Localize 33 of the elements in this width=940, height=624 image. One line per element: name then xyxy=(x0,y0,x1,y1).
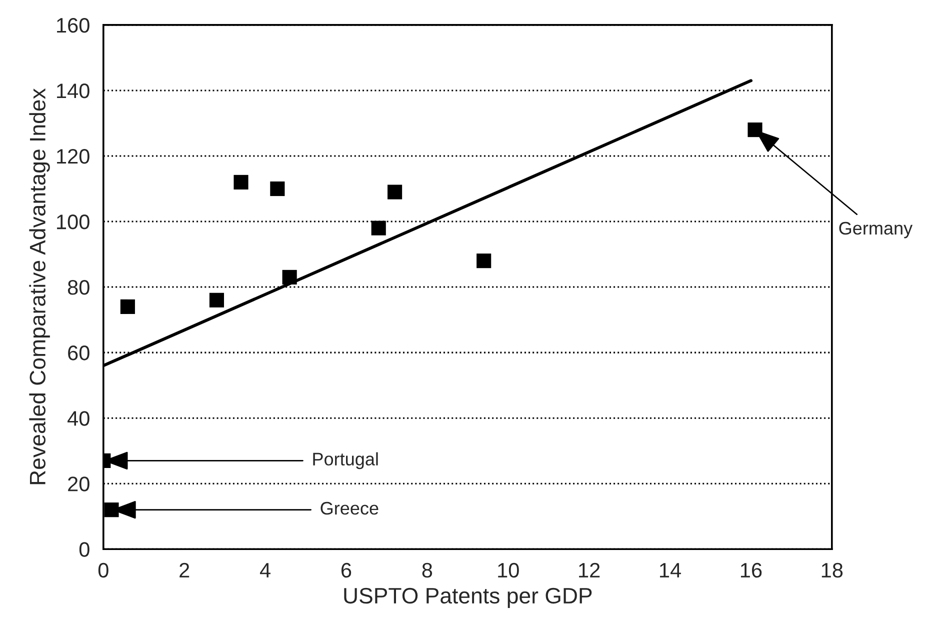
point xyxy=(476,254,492,268)
point xyxy=(371,220,386,236)
annotation: Greece xyxy=(320,502,378,515)
y-tick-label: 60 xyxy=(68,346,90,360)
x-tick-label: 8 xyxy=(422,562,432,578)
point xyxy=(270,181,285,196)
y-tick-label: 100 xyxy=(57,214,90,230)
y-tick-label: 140 xyxy=(57,83,90,98)
annotation: Germany xyxy=(839,222,913,238)
x-tick-label: 18 xyxy=(822,562,843,578)
point xyxy=(104,502,119,518)
point xyxy=(234,174,248,190)
point xyxy=(388,184,402,200)
y-tick-label: 40 xyxy=(68,411,90,426)
annotation: Portugal xyxy=(313,452,378,470)
x-tick-label: 0 xyxy=(98,562,108,578)
x-tick-label: 16 xyxy=(740,562,762,578)
y-axis-title: Revealed Comparative Advantage Index xyxy=(29,88,50,484)
y-tick-label: 160 xyxy=(57,18,90,33)
x-tick-label: 14 xyxy=(660,563,681,578)
point xyxy=(120,299,135,314)
y-tick-label: 0 xyxy=(79,542,90,557)
x-tick-label: 10 xyxy=(498,562,519,578)
x-tick-label: 2 xyxy=(180,562,190,578)
y-tick-label: 80 xyxy=(68,280,90,295)
y-tick-label: 120 xyxy=(57,149,90,164)
y-tick-label: 20 xyxy=(68,476,90,492)
x-tick-label: 12 xyxy=(579,562,600,578)
point xyxy=(282,270,297,284)
x-tick-label: 6 xyxy=(342,562,352,578)
x-axis-title: USPTO Patents per GDP xyxy=(344,588,592,608)
point xyxy=(209,292,224,308)
x-tick-label: 4 xyxy=(260,563,270,578)
